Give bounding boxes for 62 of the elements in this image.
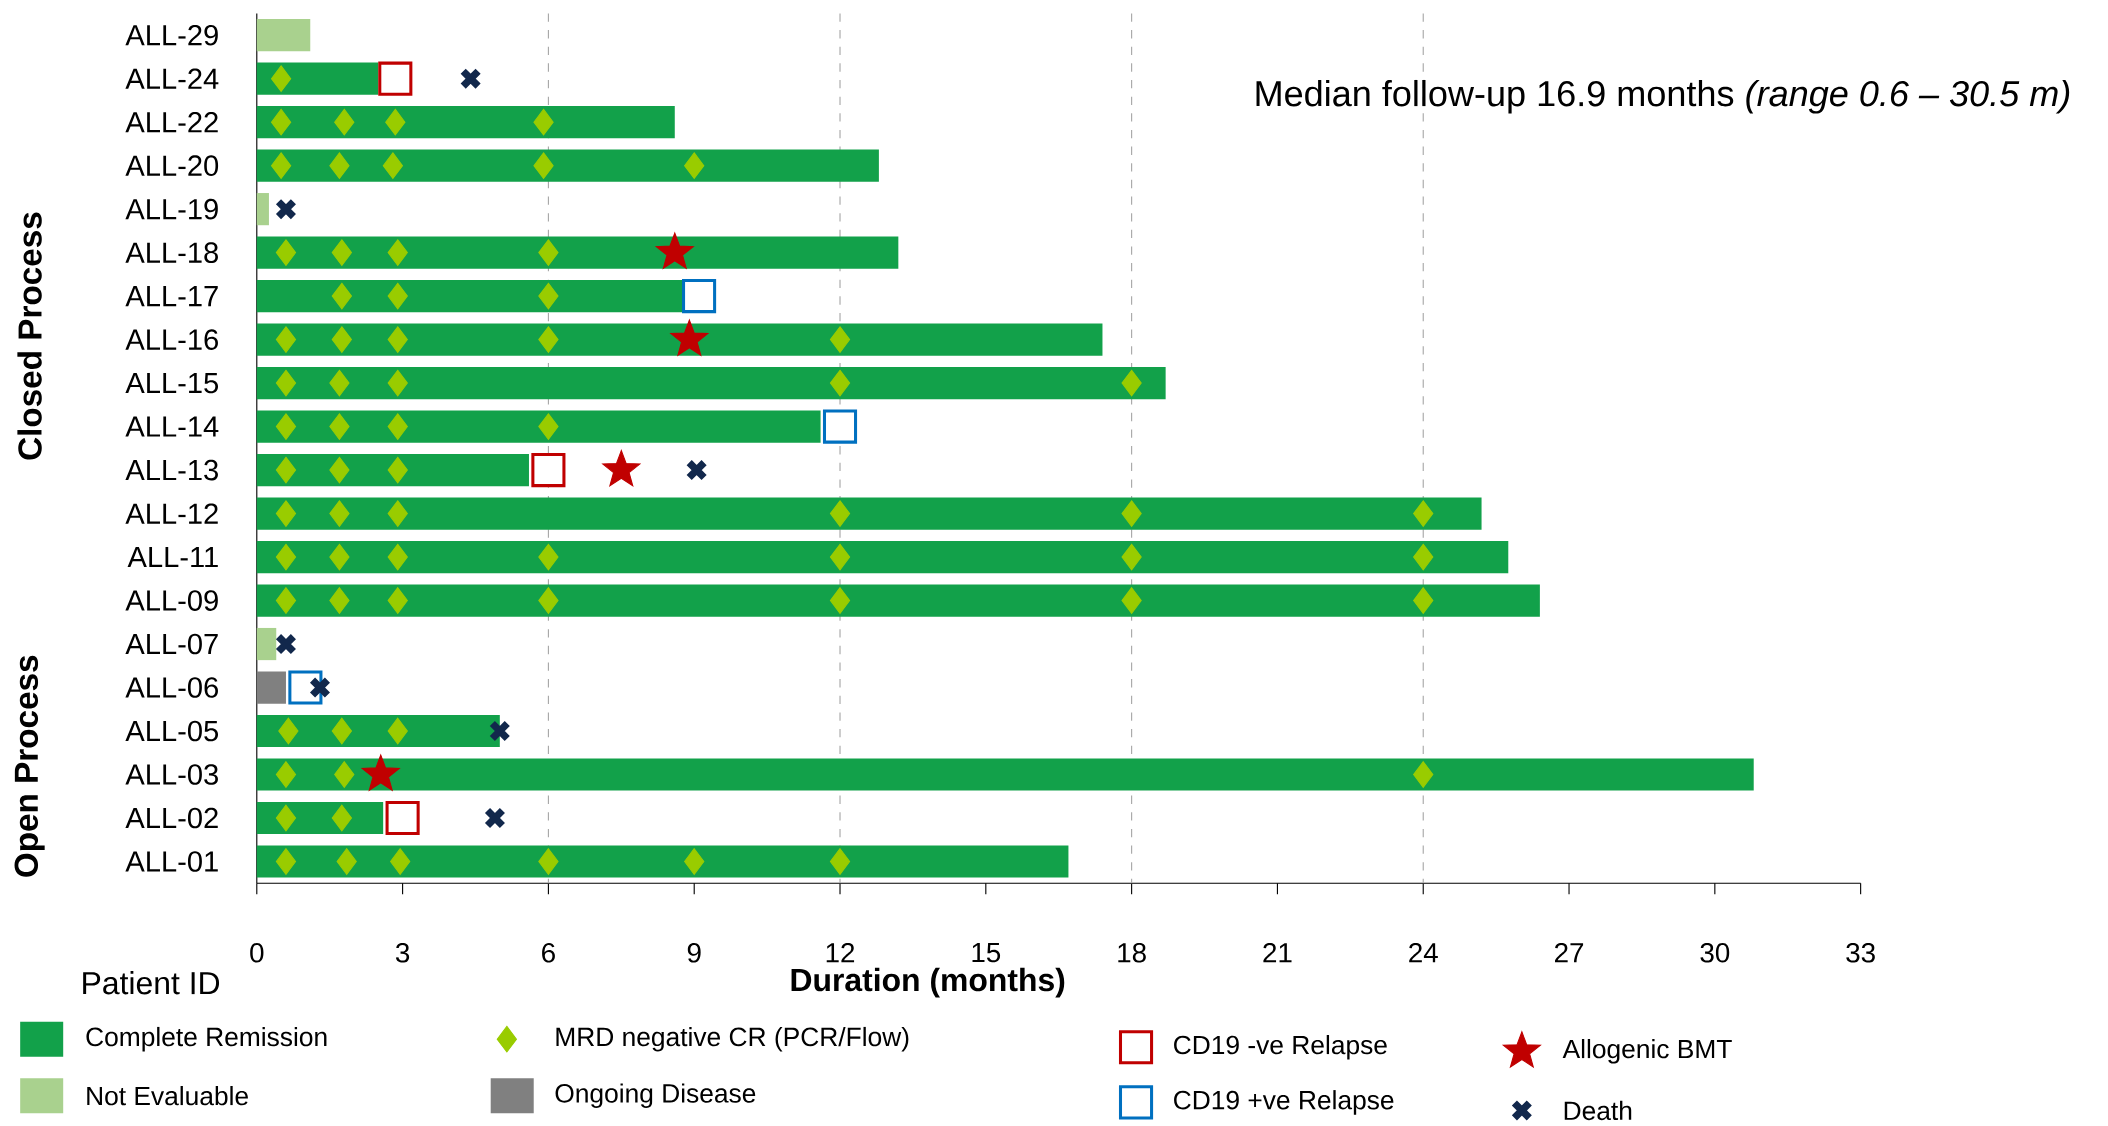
y-tick-label: ALL-13 [125,459,218,481]
x-tick-label: 12 [826,942,855,963]
y-tick-label: ALL-15 [125,372,219,394]
y-tick-label: ALL-07 [125,633,218,655]
y-tick-label: ALL-01 [125,851,218,872]
legend-label: MRD negative CR (PCR/Flow) [556,1026,909,1052]
y-tick-label: ALL-24 [125,68,219,89]
legend-label: CD19 +ve Relapse [1174,1090,1394,1115]
annotation: Median follow-up 16.9 months (range 0.6 – 30.5 m) [1256,79,2070,114]
y-tick-label: ALL-17 [125,286,218,307]
y-tick-label: ALL-05 [125,720,219,742]
text: Closed Process [17,212,42,460]
y-tick-label: ALL-14 [125,416,219,437]
y-tick-label: ALL-02 [125,807,218,829]
legend-label: Not Evaluable [87,1085,248,1106]
x-tick-label: 30 [1700,942,1730,963]
bar [256,19,311,52]
bar [256,627,277,661]
bar [256,410,821,443]
bar [256,192,269,226]
bar [256,149,879,182]
bar [256,845,1069,878]
x-tick-label: 27 [1555,942,1584,963]
bar [256,236,899,269]
bar [256,497,1482,530]
bar [256,366,1166,400]
x-tick-label: 9 [687,942,701,963]
y-tick-label: ALL-09 [125,590,218,611]
text: Open Process [14,655,45,877]
y-tick-label: ALL-22 [125,111,218,133]
bar [256,323,1103,356]
x-tick-label: 33 [1846,942,1875,963]
x-tick-label: 24 [1409,942,1438,963]
y-tick-label: ALL-16 [125,329,218,350]
y-tick-label: ALL-20 [125,155,219,176]
x-axis-title: Duration (months) [791,967,1065,998]
legend-label: Complete Remission [86,1026,327,1052]
bar [256,758,1754,791]
x-tick-label: 21 [1263,942,1292,963]
bar [256,106,675,139]
y-tick-label: ALL-18 [125,242,218,263]
bar [256,62,379,95]
bar [256,584,1540,617]
x-tick-label: 6 [542,942,555,963]
y-tick-label: ALL-12 [125,503,218,524]
x-tick-label: 18 [1118,942,1146,963]
y-tick-label: ALL-29 [125,24,218,46]
bar [256,540,1509,574]
legend-label: Death [1564,1100,1632,1121]
y-tick-label: ALL-06 [125,677,218,698]
y-axis-title: Patient ID [83,970,220,995]
bar [256,279,685,313]
bar [256,671,286,704]
y-tick-label: ALL-03 [125,764,218,785]
legend-label: Allogenic BMT [1562,1038,1732,1064]
legend-label: CD19 -ve Relapse [1174,1034,1387,1060]
y-tick-label: ALL-11 [127,547,218,568]
x-tick-label: 0 [250,942,264,963]
x-tick-label: 3 [395,942,410,963]
legend-label: Ongoing Disease [555,1083,756,1108]
y-tick-label: ALL-19 [125,198,218,220]
x-tick-label: 15 [972,942,1001,963]
